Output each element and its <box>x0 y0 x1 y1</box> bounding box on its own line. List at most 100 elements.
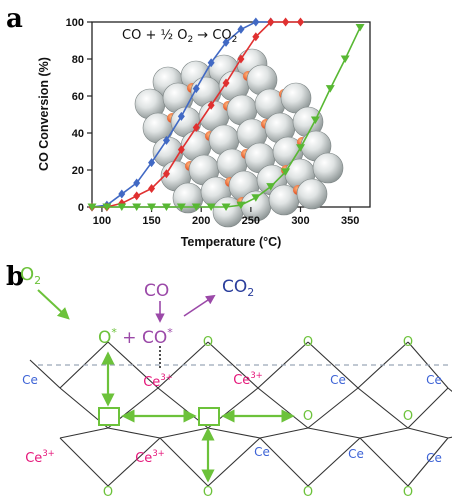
panel-b-label: b <box>6 262 24 292</box>
lattice-bond <box>207 341 259 389</box>
adsorbed-species: O* + CO* <box>98 326 173 348</box>
lattice-bond <box>307 427 361 439</box>
data-point <box>237 24 245 34</box>
x-tick-label: 100 <box>93 215 111 227</box>
lattice-bond <box>307 387 359 429</box>
data-point <box>325 85 335 93</box>
ce-atom: Ce <box>254 445 270 459</box>
o2-adsorption-arrow <box>37 289 70 320</box>
lattice-bond <box>159 427 209 439</box>
ce3-atom: Ce3+ <box>135 448 165 466</box>
o2-molecule: O2 <box>20 264 41 287</box>
y-tick-label: 80 <box>72 54 84 66</box>
y-axis-title: CO Conversion (%) <box>37 57 51 171</box>
data-point <box>206 203 216 211</box>
co2-desorption-arrow <box>183 294 216 317</box>
lattice-bond <box>359 437 409 487</box>
sphere <box>172 182 204 214</box>
oxygen-atom: O <box>203 335 213 350</box>
data-point <box>87 203 97 211</box>
lattice-bond <box>207 437 261 487</box>
x-tick-label: 250 <box>242 215 260 227</box>
ce-atom: Ce <box>348 447 364 461</box>
data-point <box>282 17 290 27</box>
oxygen-atom: O <box>203 485 213 500</box>
oxygen-atom: O <box>403 485 413 500</box>
lattice-bond <box>29 359 61 389</box>
oxygen-atom: O <box>303 485 313 500</box>
lattice-bond <box>447 387 452 393</box>
lattice-bond <box>107 427 161 439</box>
data-point <box>207 58 215 68</box>
oxygen-atom: O <box>303 409 313 424</box>
lattice-bond <box>447 436 452 439</box>
y-tick-label: 100 <box>66 17 84 29</box>
nanoparticle-illustration <box>134 48 344 228</box>
data-point <box>191 203 201 211</box>
data-point <box>252 32 260 42</box>
data-point <box>162 135 170 145</box>
lattice-bond <box>207 427 261 439</box>
data-point <box>222 37 230 47</box>
oxygen-atom: O <box>103 485 113 500</box>
ce3-atom: Ce3+ <box>233 370 263 388</box>
lattice-bond <box>59 437 109 487</box>
ce-atom: Ce <box>330 373 346 387</box>
data-point <box>133 191 141 201</box>
ce-atom: Ce <box>22 373 38 387</box>
data-point <box>148 158 156 168</box>
oxygen-atom: O <box>303 335 313 350</box>
ce3-atom: Ce3+ <box>143 372 173 390</box>
data-point <box>192 84 200 94</box>
data-point <box>266 183 276 191</box>
ce-atom: Ce <box>426 451 442 465</box>
lattice-bond <box>307 341 359 389</box>
panel-a-label: a <box>6 4 23 34</box>
lattice-bond <box>257 387 309 429</box>
oxygen-vacancy-1 <box>98 407 120 426</box>
data-point <box>161 203 171 211</box>
oxygen-atom: O <box>403 335 413 350</box>
oxygen-vacancy-2 <box>198 407 220 426</box>
sphere <box>312 152 344 184</box>
data-point <box>133 178 141 188</box>
ce-atom: Ce <box>426 373 442 387</box>
data-point <box>148 184 156 193</box>
data-point <box>207 100 215 110</box>
y-tick-label: 40 <box>72 128 84 140</box>
co2-molecule: CO2 <box>222 277 254 299</box>
lattice-bond <box>59 427 109 439</box>
sphere <box>296 178 328 210</box>
data-point <box>162 169 170 179</box>
lattice-bond <box>259 437 309 487</box>
data-point <box>192 122 200 132</box>
conversion-chart: 100 150 200 250 300 350 0 20 40 60 80 100 Temperat… <box>37 17 371 249</box>
x-axis: 100 150 200 250 300 350 <box>93 207 359 227</box>
data-point <box>222 78 230 88</box>
lattice-bond <box>407 387 449 429</box>
data-point <box>251 194 261 202</box>
data-point <box>177 111 185 121</box>
data-point <box>176 203 186 211</box>
data-point <box>340 55 350 63</box>
lattice-bond <box>407 427 449 439</box>
data-point <box>355 24 365 32</box>
x-axis-title: Temperature (°C) <box>181 235 282 249</box>
data-point <box>281 168 291 176</box>
x-tick-label: 150 <box>142 215 160 227</box>
data-point <box>252 17 260 27</box>
co-molecule: CO <box>144 281 169 301</box>
lattice-atoms: O O O Ce Ce3+ Ce3+ Ce Ce O O Ce3+ Ce3+ Ce Ce Ce O O O O <box>22 335 442 500</box>
oxygen-atom: O <box>403 409 413 424</box>
ce3-atom: Ce3+ <box>25 448 55 466</box>
data-point <box>236 201 246 210</box>
y-tick-label: 0 <box>78 202 84 214</box>
y-axis: 0 20 40 60 80 100 <box>66 17 92 214</box>
lattice-bond <box>407 437 449 487</box>
data-point <box>267 17 275 27</box>
data-point <box>296 144 305 152</box>
x-tick-label: 200 <box>192 215 210 227</box>
data-point <box>118 189 126 199</box>
mechanism-diagram: O O O Ce Ce3+ Ce3+ Ce Ce O O Ce3+ Ce3+ Ce Ce Ce O O O O O2… <box>20 264 452 500</box>
